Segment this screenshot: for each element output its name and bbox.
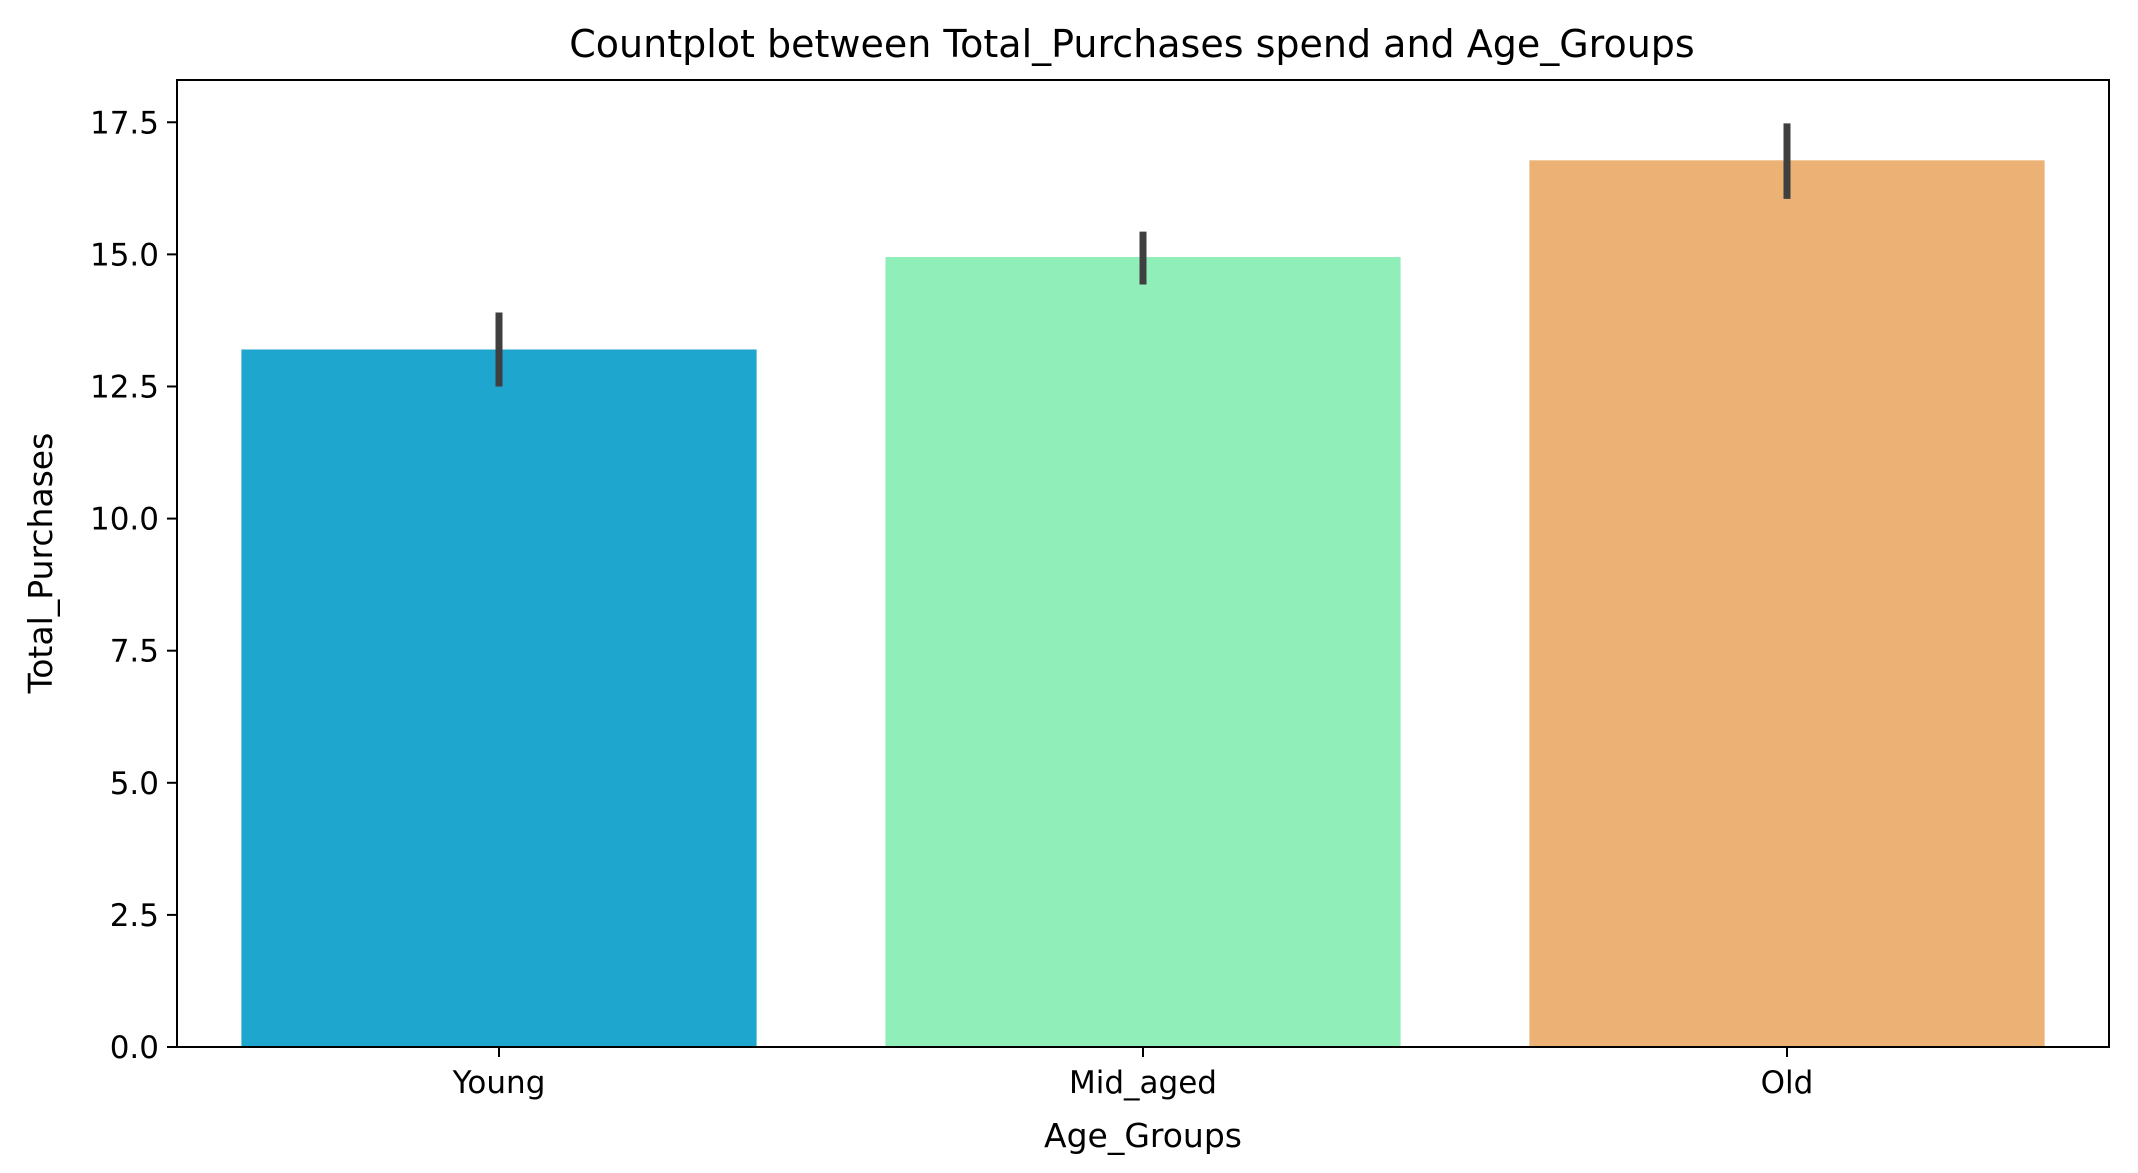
x-tick-label: Mid_aged [1069,1065,1217,1101]
y-tick-label: 17.5 [90,105,159,141]
bar-young [241,349,757,1047]
y-axis-label: Total_Purchases [21,433,60,695]
chart-title: Countplot between Total_Purchases spend … [569,22,1694,66]
y-tick-label: 5.0 [110,766,159,802]
y-tick-label: 0.0 [110,1030,159,1066]
y-tick-label: 15.0 [90,237,159,273]
y-axis: 0.0 2.5 5.0 7.5 10.0 12.5 15.0 17.5 [90,105,177,1066]
bars-group [241,160,2045,1048]
bar-old [1529,160,2045,1048]
y-tick-label: 7.5 [110,634,159,670]
x-tick-label: Old [1761,1065,1814,1101]
y-tick-label: 2.5 [110,898,159,934]
error-bars-group [495,123,1791,387]
x-axis: Young Mid_aged Old [452,1047,1814,1101]
y-tick-label: 10.0 [90,502,159,538]
x-tick-label: Young [452,1065,546,1101]
x-axis-label: Age_Groups [1044,1116,1242,1155]
bar-mid_aged [885,257,1401,1047]
y-tick-label: 12.5 [90,369,159,405]
plot-frame [176,79,2110,1048]
